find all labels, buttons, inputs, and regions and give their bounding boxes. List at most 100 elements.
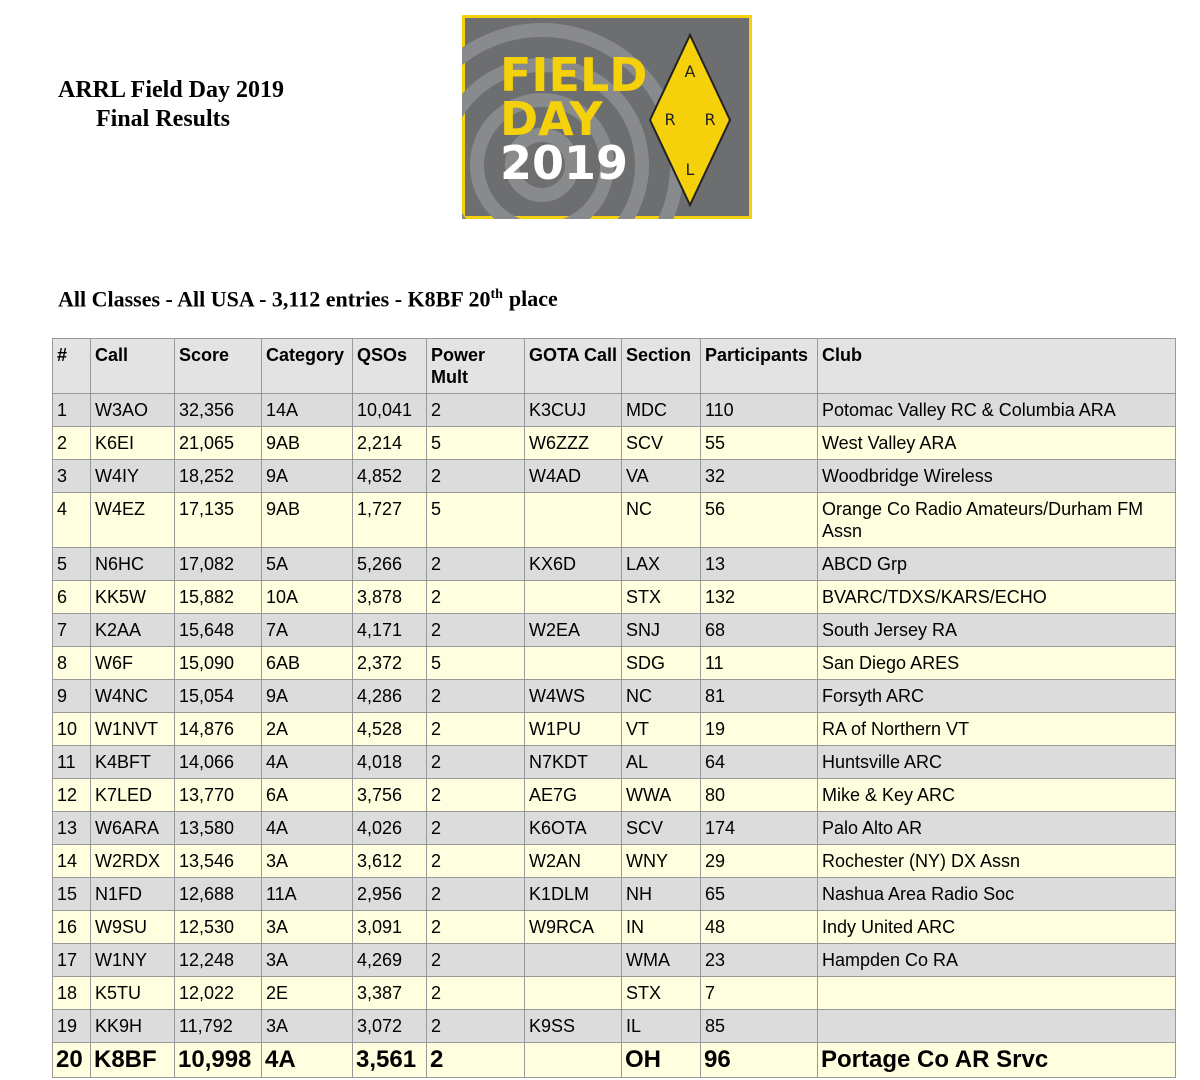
table-cell: 2 bbox=[426, 976, 525, 1010]
table-row: 20 K8BF 10,998 4A 3,561 2 OH 96 Portage Co AR Sr… bbox=[52, 1042, 1176, 1078]
table-row: 11 K4BFT 14,066 4A 4,018 2 N7KDT AL 64 Huntsville… bbox=[52, 745, 1176, 779]
table-cell: SCV bbox=[621, 426, 701, 460]
table-row: 13 W6ARA 13,580 4A 4,026 2 K6OTA SCV 174 Palo Alt… bbox=[52, 811, 1176, 845]
table-cell: K2AA bbox=[90, 613, 175, 647]
table-cell bbox=[524, 943, 622, 977]
table-row: 16 W9SU 12,530 3A 3,091 2 W9RCA IN 48 Indy United… bbox=[52, 910, 1176, 944]
table-cell: 6A bbox=[261, 778, 353, 812]
table-cell: 10A bbox=[261, 580, 353, 614]
table-cell: 2E bbox=[261, 976, 353, 1010]
table-cell: 21,065 bbox=[174, 426, 262, 460]
table-cell: 13,770 bbox=[174, 778, 262, 812]
table-cell: K9SS bbox=[524, 1009, 622, 1043]
table-cell: 6 bbox=[52, 580, 91, 614]
table-cell: W4WS bbox=[524, 679, 622, 713]
table-cell: 3A bbox=[261, 844, 353, 878]
summary-sup: th bbox=[490, 287, 503, 302]
table-cell: 15,648 bbox=[174, 613, 262, 647]
table-cell: 12,022 bbox=[174, 976, 262, 1010]
summary-text: All Classes - All USA - 3,112 entries - … bbox=[58, 286, 491, 312]
table-cell: Hampden Co RA bbox=[817, 943, 1176, 977]
table-cell: W1NVT bbox=[90, 712, 175, 746]
table-cell: Indy United ARC bbox=[817, 910, 1176, 944]
subtitle: Final Results bbox=[96, 106, 231, 132]
table-cell: 9 bbox=[52, 679, 91, 713]
table-cell: IL bbox=[621, 1009, 701, 1043]
table-cell: Woodbridge Wireless bbox=[817, 459, 1176, 493]
table-cell: 29 bbox=[700, 844, 818, 878]
title: ARRL Field Day 2019 bbox=[58, 77, 285, 103]
table-cell: 4A bbox=[261, 1042, 353, 1078]
table-cell: W9RCA bbox=[524, 910, 622, 944]
table-row: 12 K7LED 13,770 6A 3,756 2 AE7G WWA 80 Mike & Key… bbox=[52, 778, 1176, 812]
table-cell: 4,269 bbox=[352, 943, 427, 977]
table-cell: NH bbox=[621, 877, 701, 911]
table-cell: W4NC bbox=[90, 679, 175, 713]
emblem-letter: R bbox=[664, 110, 675, 129]
table-cell: SDG bbox=[621, 646, 701, 680]
table-cell: 6AB bbox=[261, 646, 353, 680]
table-row: 14 W2RDX 13,546 3A 3,612 2 W2AN WNY 29 Rochester … bbox=[52, 844, 1176, 878]
table-cell: 18 bbox=[52, 976, 91, 1010]
table-cell: 5,266 bbox=[352, 547, 427, 581]
table-cell: 2 bbox=[426, 778, 525, 812]
table-cell: 32,356 bbox=[174, 393, 262, 427]
table-cell: 10,998 bbox=[174, 1042, 262, 1078]
table-cell: 20 bbox=[52, 1042, 91, 1078]
table-cell: 15,090 bbox=[174, 646, 262, 680]
table-cell: WWA bbox=[621, 778, 701, 812]
table-cell: 2 bbox=[426, 811, 525, 845]
table-cell: STX bbox=[621, 580, 701, 614]
table-row: 5 N6HC 17,082 5A 5,266 2 KX6D LAX 13 ABCD Grp bbox=[52, 547, 1176, 581]
table-cell: 2 bbox=[426, 943, 525, 977]
table-cell: 2A bbox=[261, 712, 353, 746]
table-cell: VA bbox=[621, 459, 701, 493]
table-cell: 17,082 bbox=[174, 547, 262, 581]
table-cell: 13,546 bbox=[174, 844, 262, 878]
table-cell: N6HC bbox=[90, 547, 175, 581]
table-row: 2 K6EI 21,065 9AB 2,214 5 W6ZZZ SCV 55 West Valle… bbox=[52, 426, 1176, 460]
table-cell: 14,066 bbox=[174, 745, 262, 779]
table-cell: 2 bbox=[426, 1009, 525, 1043]
table-cell: WNY bbox=[621, 844, 701, 878]
emblem-letter: L bbox=[686, 160, 695, 179]
table-cell: W4AD bbox=[524, 459, 622, 493]
table-cell: 4A bbox=[261, 811, 353, 845]
table-cell: 4,528 bbox=[352, 712, 427, 746]
table-cell: 56 bbox=[700, 492, 818, 548]
table-cell: SCV bbox=[621, 811, 701, 845]
table-cell: 85 bbox=[700, 1009, 818, 1043]
table-cell: NC bbox=[621, 679, 701, 713]
table-cell: 12,248 bbox=[174, 943, 262, 977]
table-cell: 17,135 bbox=[174, 492, 262, 548]
logo-line1: FIELD bbox=[500, 48, 647, 102]
table-cell: South Jersey RA bbox=[817, 613, 1176, 647]
table-cell: 5 bbox=[52, 547, 91, 581]
table-cell: 55 bbox=[700, 426, 818, 460]
table-cell: San Diego ARES bbox=[817, 646, 1176, 680]
table-cell: 3A bbox=[261, 943, 353, 977]
table-cell: 80 bbox=[700, 778, 818, 812]
table-cell: K4BFT bbox=[90, 745, 175, 779]
table-cell: 132 bbox=[700, 580, 818, 614]
table-cell: 3A bbox=[261, 1009, 353, 1043]
table-cell: W2RDX bbox=[90, 844, 175, 878]
table-cell: 7 bbox=[700, 976, 818, 1010]
table-cell: AL bbox=[621, 745, 701, 779]
column-header: Score bbox=[174, 338, 262, 394]
table-cell: 4 bbox=[52, 492, 91, 548]
table-cell: N7KDT bbox=[524, 745, 622, 779]
table-cell: 15,054 bbox=[174, 679, 262, 713]
column-header: QSOs bbox=[352, 338, 427, 394]
table-cell: 2 bbox=[426, 547, 525, 581]
table-cell: 1,727 bbox=[352, 492, 427, 548]
table-cell: WMA bbox=[621, 943, 701, 977]
table-cell bbox=[524, 580, 622, 614]
table-cell: 2 bbox=[426, 910, 525, 944]
table-cell: 9A bbox=[261, 679, 353, 713]
table-cell: 5 bbox=[426, 426, 525, 460]
table-cell: 4,026 bbox=[352, 811, 427, 845]
table-cell: 68 bbox=[700, 613, 818, 647]
table-cell: 4,171 bbox=[352, 613, 427, 647]
table-cell: 4,018 bbox=[352, 745, 427, 779]
